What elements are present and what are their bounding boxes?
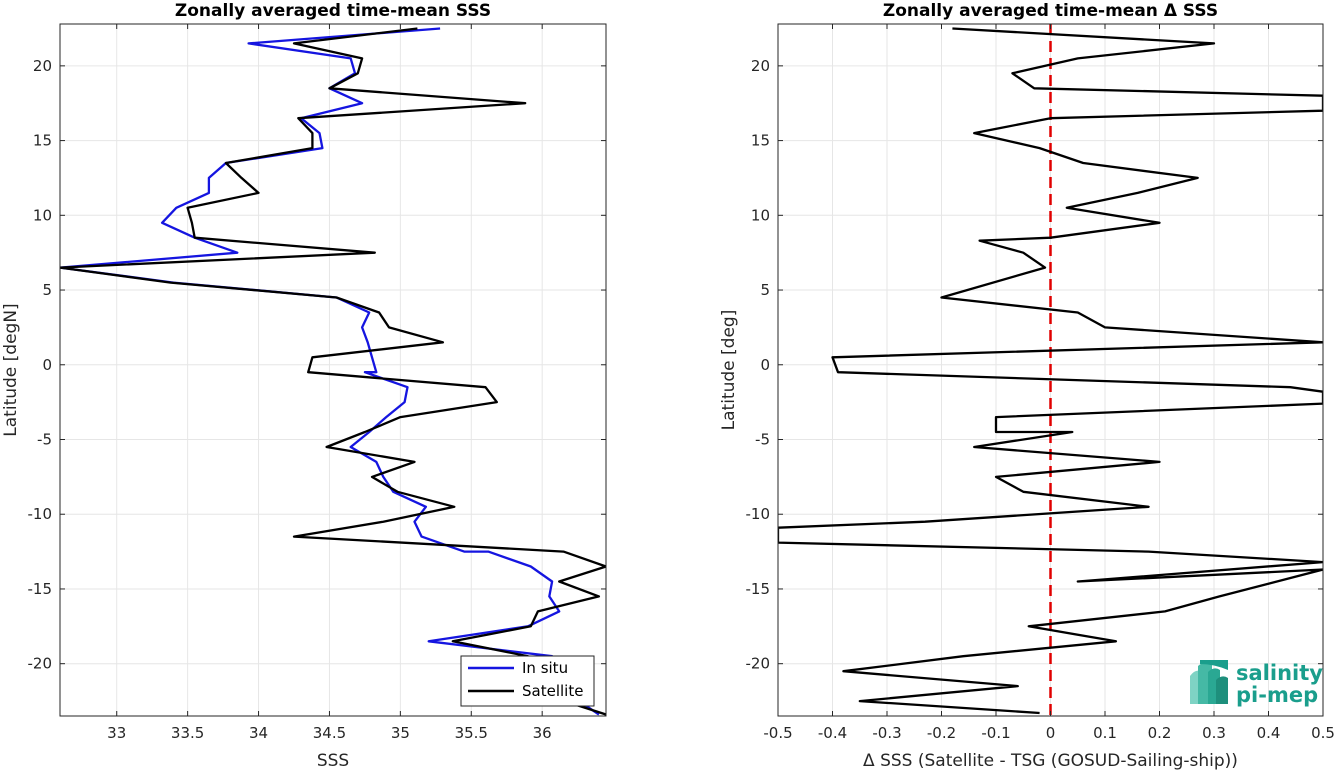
x-tick-label: 35.5 — [455, 724, 488, 742]
x-tick-label: 0.5 — [1311, 724, 1335, 742]
y-tick-label: 15 — [751, 132, 770, 150]
y-tick-label: -5 — [37, 430, 52, 448]
x-tick-label: -0.1 — [981, 724, 1010, 742]
y-axis-label: Latitude [degN] — [1, 303, 21, 436]
logo-text-line2: pi-mep — [1236, 683, 1318, 707]
y-tick-label: -15 — [28, 580, 53, 598]
legend: In situ Satellite — [460, 655, 595, 707]
x-tick-label: 0.2 — [1148, 724, 1172, 742]
salinity-pi-mep-logo: salinity pi-mep — [1190, 660, 1323, 707]
y-tick-label: -15 — [746, 580, 771, 598]
x-axis-label: Δ SSS (Satellite - TSG (GOSUD-Sailing-sh… — [863, 751, 1238, 770]
y-tick-label: 0 — [42, 356, 52, 374]
y-tick-label: 5 — [760, 281, 770, 299]
y-tick-label: -10 — [746, 505, 771, 523]
y-tick-label: 0 — [760, 356, 770, 374]
logo-text-line1: salinity — [1236, 661, 1323, 685]
x-axis-label: SSS — [317, 751, 349, 770]
x-tick-label: 34.5 — [313, 724, 346, 742]
y-tick-label: 20 — [33, 57, 52, 75]
x-tick-label: 36 — [533, 724, 552, 742]
legend-label-in-situ: In situ — [522, 659, 568, 677]
y-tick-label: 15 — [33, 132, 52, 150]
series-line-in-situ — [60, 27, 600, 716]
logo-wave-icon — [1190, 660, 1228, 704]
y-tick-label: 5 — [42, 281, 52, 299]
y-axis-label: Latitude [deg] — [719, 310, 739, 431]
x-tick-label: 33 — [107, 724, 126, 742]
y-tick-label: 10 — [751, 206, 770, 224]
legend-label-satellite: Satellite — [522, 682, 583, 700]
x-tick-label: -0.5 — [763, 724, 792, 742]
y-tick-label: -5 — [755, 430, 770, 448]
x-tick-label: -0.2 — [927, 724, 956, 742]
series-line-satellite — [60, 27, 606, 716]
x-tick-label: 35 — [391, 724, 410, 742]
x-tick-label: -0.3 — [872, 724, 901, 742]
x-tick-label: 0 — [1046, 724, 1056, 742]
chart-title: Zonally averaged time-mean SSS — [175, 1, 491, 21]
y-tick-label: -10 — [28, 505, 53, 523]
x-tick-label: 33.5 — [171, 724, 204, 742]
series-line-delta-sss — [778, 27, 1323, 715]
y-tick-label: 20 — [751, 57, 770, 75]
x-tick-label: -0.4 — [818, 724, 847, 742]
chart-title: Zonally averaged time-mean Δ SSS — [883, 1, 1218, 21]
x-tick-label: 0.1 — [1093, 724, 1117, 742]
x-tick-label: 0.3 — [1202, 724, 1226, 742]
y-tick-label: -20 — [746, 655, 771, 673]
x-tick-label: 34 — [249, 724, 268, 742]
axes-box — [59, 23, 607, 717]
right-panel: -0.5 -0.4 -0.3 -0.2 -0.1 0 0.1 0.2 0.3 0.4 0.5 -20 -… — [719, 1, 1335, 770]
left-panel: 33 33.5 34 34.5 35 35.5 36 -20 -15 -10 -5 0 5 10 15 20 Z… — [1, 1, 607, 770]
x-tick-label: 0.4 — [1257, 724, 1281, 742]
plot-area — [60, 24, 606, 716]
y-tick-label: 10 — [33, 206, 52, 224]
y-tick-label: -20 — [28, 655, 53, 673]
